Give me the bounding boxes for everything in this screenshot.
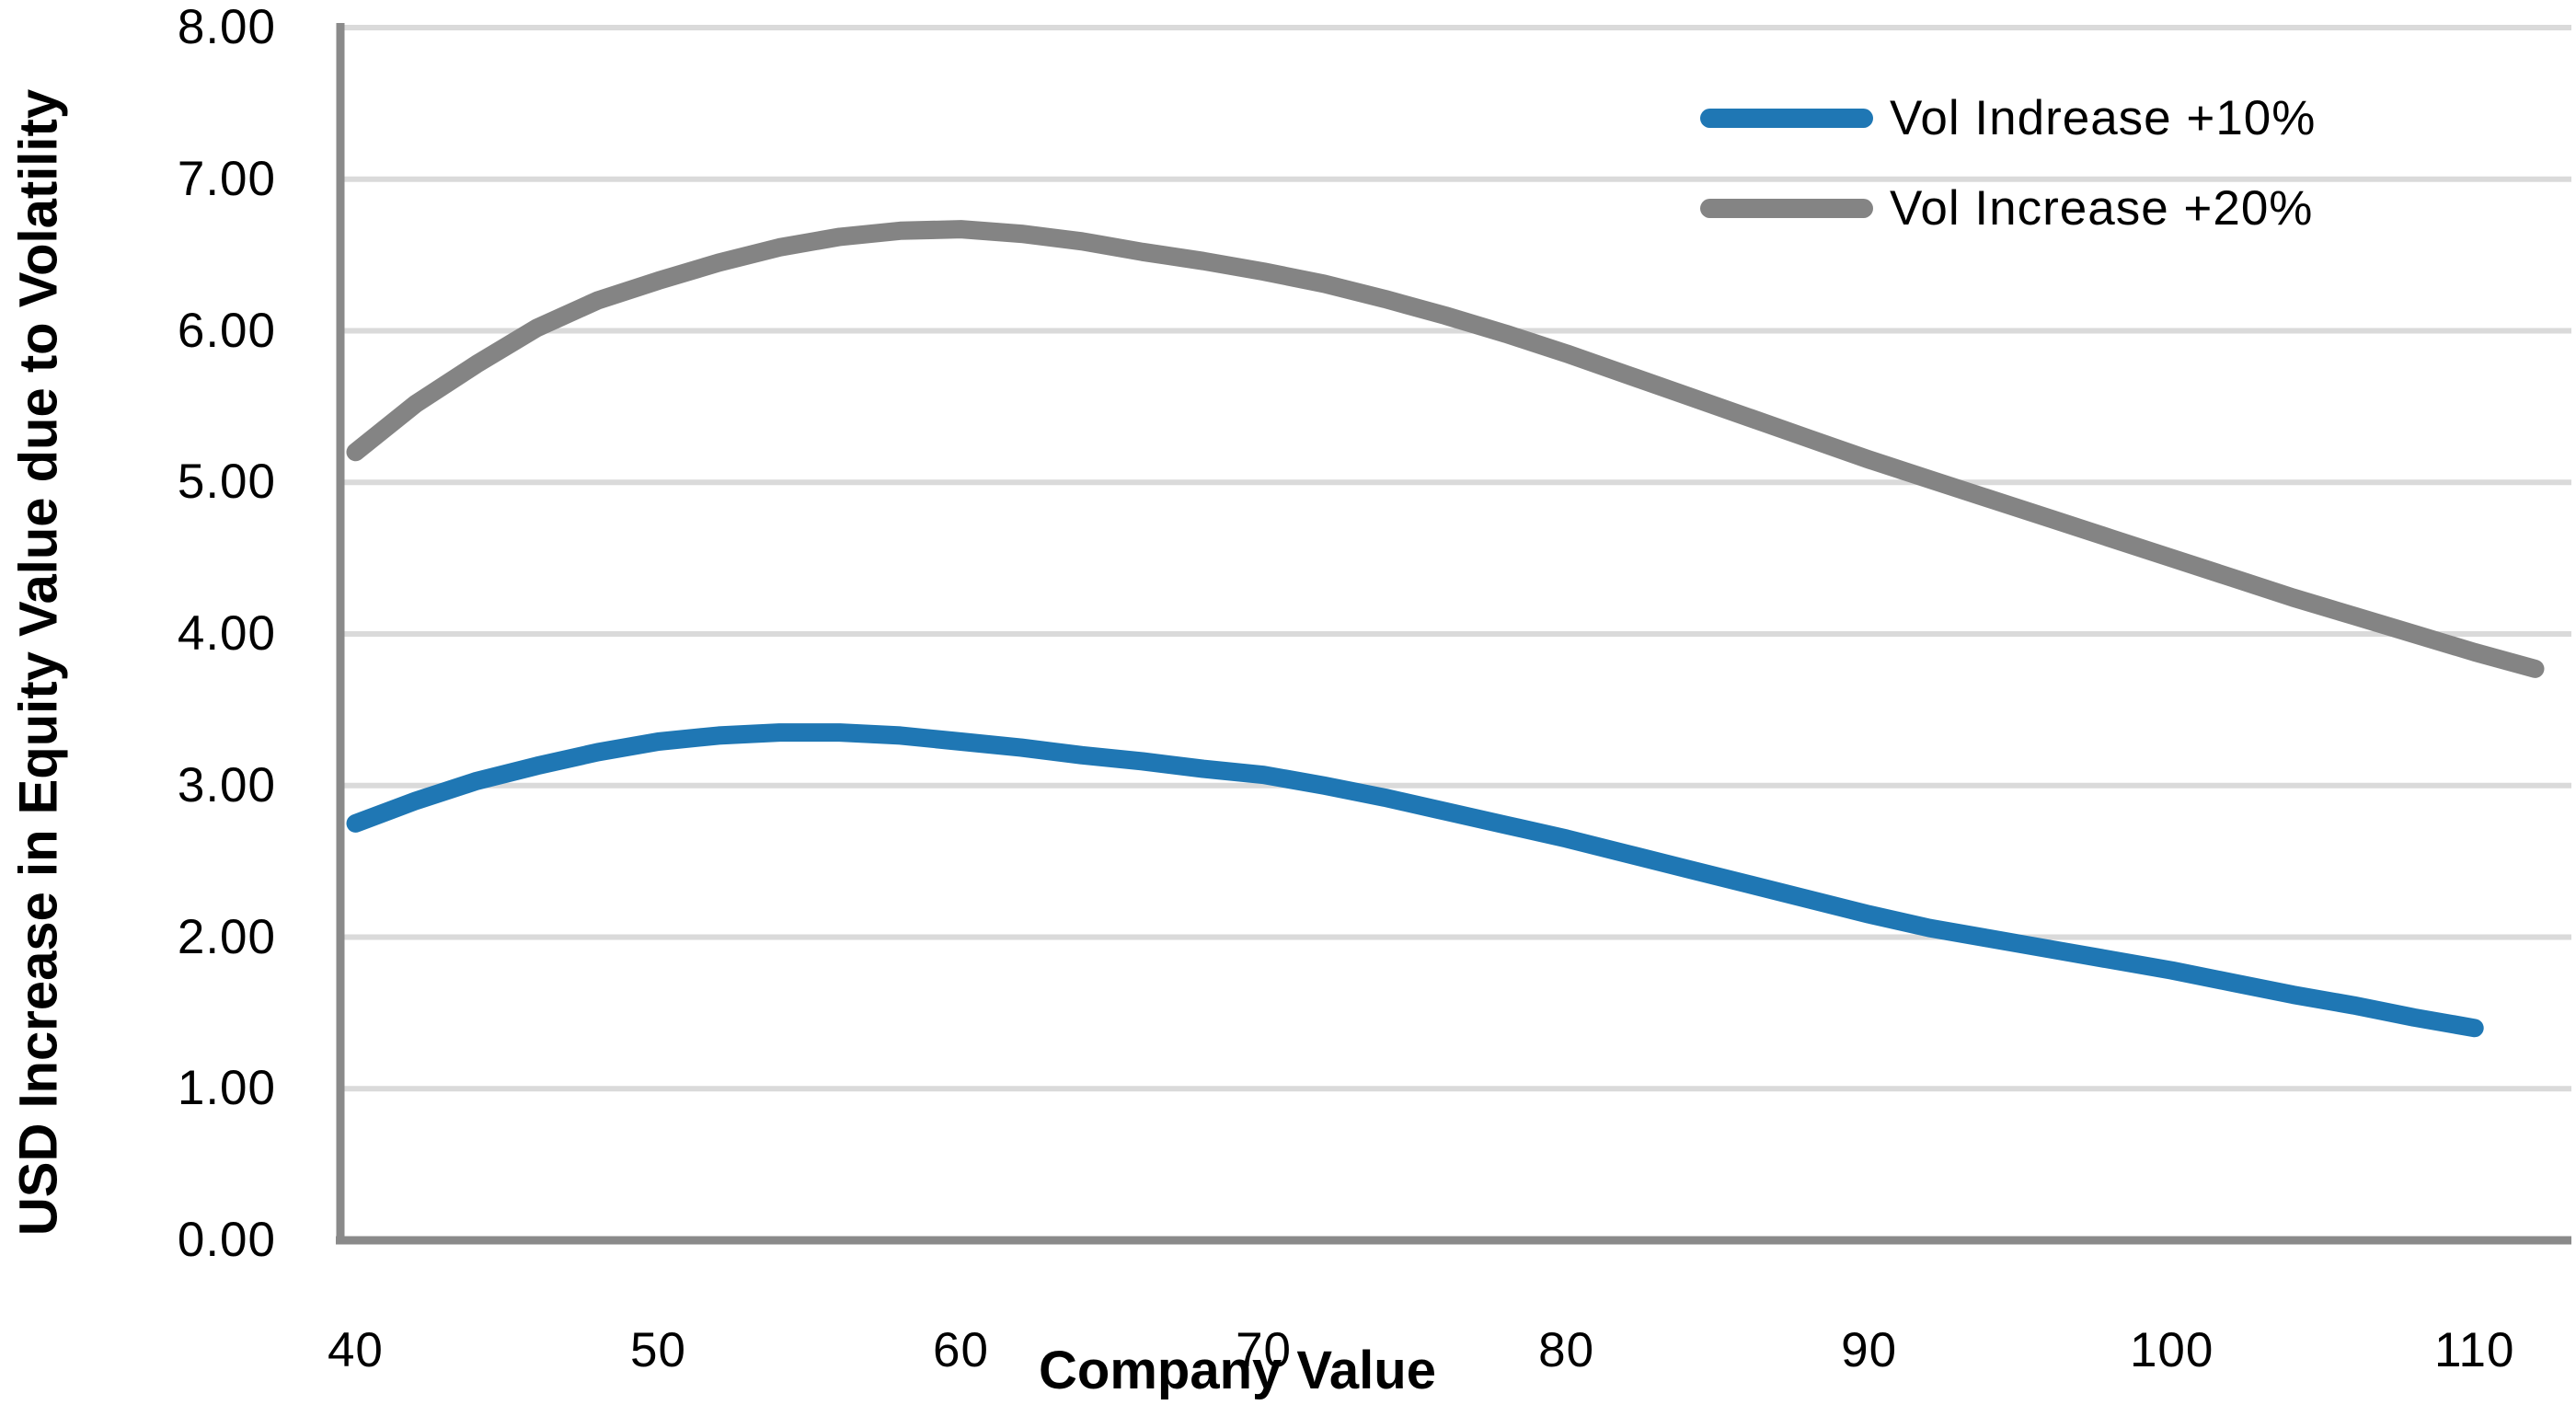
y-tick-label: 3.00	[177, 757, 276, 812]
y-tick-label: 6.00	[177, 303, 276, 358]
legend: Vol Indrease +10% Vol Increase +20%	[1700, 89, 2316, 236]
x-tick-label: 70	[1236, 1323, 1293, 1377]
x-tick-label: 90	[1841, 1323, 1898, 1377]
y-tick-label: 1.00	[177, 1061, 276, 1116]
x-tick-label: 80	[1538, 1323, 1595, 1377]
legend-swatch-blue-line-icon	[1700, 108, 1873, 128]
series-line-0-vol-indrease-10-	[346, 723, 2484, 1038]
legend-label: Vol Indrease +10%	[1890, 90, 2317, 145]
y-tick-label: 0.00	[177, 1213, 276, 1267]
x-tick-label: 40	[327, 1323, 384, 1377]
y-tick-label: 2.00	[177, 909, 276, 964]
x-tick-label: 50	[630, 1323, 686, 1377]
y-tick-label: 8.00	[177, 0, 276, 54]
legend-item-vol-increase-20: Vol Increase +20%	[1700, 179, 2316, 236]
legend-item-vol-increase-10: Vol Indrease +10%	[1700, 89, 2316, 146]
x-tick-label: 110	[2433, 1323, 2515, 1377]
y-tick-label: 7.00	[177, 151, 276, 206]
x-tick-label: 60	[933, 1323, 989, 1377]
y-tick-label: 4.00	[177, 606, 276, 661]
series-line-1-vol-increase-20-	[346, 220, 2545, 678]
legend-swatch-gray-line-icon	[1700, 198, 1873, 218]
y-tick-label: 5.00	[177, 455, 276, 510]
x-axis-title: Company Value	[1039, 1341, 1436, 1400]
x-tick-label: 100	[2129, 1323, 2214, 1377]
y-axis-title: USD Increase in Equity Value due to Vola…	[8, 88, 69, 1237]
legend-label: Vol Increase +20%	[1890, 180, 2314, 236]
